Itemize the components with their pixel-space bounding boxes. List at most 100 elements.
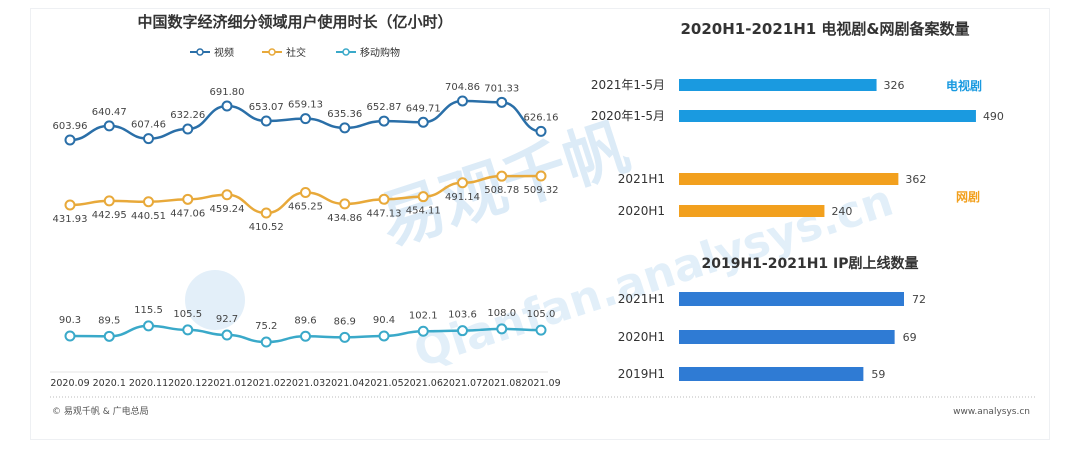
x-tick-label: 2021.02 bbox=[247, 378, 286, 389]
data-point bbox=[143, 133, 154, 145]
x-tick-label: 2021.03 bbox=[286, 378, 325, 389]
group-label-web: 网剧 bbox=[956, 189, 980, 204]
legend-label-0: 视频 bbox=[214, 46, 234, 59]
x-tick-label: 2020.1 bbox=[93, 378, 126, 389]
data-point bbox=[103, 330, 115, 342]
data-point bbox=[417, 116, 429, 128]
data-point bbox=[64, 199, 76, 211]
data-label: 454.11 bbox=[406, 206, 441, 217]
bar-value-label: 69 bbox=[903, 331, 917, 344]
data-label: 659.13 bbox=[288, 100, 323, 111]
data-label: 632.26 bbox=[170, 110, 205, 121]
x-tick-label: 2021.07 bbox=[443, 378, 482, 389]
data-point bbox=[260, 115, 272, 127]
data-point bbox=[221, 100, 233, 112]
data-label: 491.14 bbox=[445, 192, 480, 203]
legend-label-2: 移动购物 bbox=[360, 46, 400, 59]
data-label: 442.95 bbox=[92, 210, 127, 221]
data-point bbox=[339, 122, 351, 134]
data-point bbox=[143, 320, 154, 332]
data-point bbox=[300, 113, 311, 125]
bar-chart-1-title: 2020H1-2021H1 电视剧&网剧备案数量 bbox=[680, 20, 969, 38]
data-label: 640.47 bbox=[92, 107, 127, 118]
data-label: 691.80 bbox=[210, 87, 245, 98]
footer-site: www.analysys.cn bbox=[953, 407, 1030, 417]
data-label: 447.13 bbox=[367, 208, 402, 219]
x-tick-label: 2020.11 bbox=[129, 378, 168, 389]
data-label: 465.25 bbox=[288, 202, 323, 213]
data-label: 649.71 bbox=[406, 103, 441, 114]
legend-label-1: 社交 bbox=[286, 46, 306, 59]
line-chart-title: 中国数字经济细分领域用户使用时长（亿小时） bbox=[137, 13, 452, 31]
data-label: 90.3 bbox=[59, 315, 81, 326]
bar bbox=[679, 79, 877, 91]
data-point bbox=[457, 95, 468, 107]
data-point bbox=[103, 120, 115, 132]
group-label-tv: 电视剧 bbox=[946, 78, 982, 93]
data-point bbox=[64, 330, 76, 342]
data-point bbox=[182, 324, 194, 336]
data-point bbox=[417, 191, 429, 203]
data-point bbox=[143, 196, 154, 208]
data-label: 108.0 bbox=[487, 308, 516, 319]
data-label: 105.5 bbox=[173, 309, 202, 320]
legend-marker-1 bbox=[268, 48, 276, 56]
data-point bbox=[496, 170, 508, 182]
data-label: 431.93 bbox=[53, 214, 88, 225]
bar-category-label: 2021H1 bbox=[618, 172, 665, 186]
chart-card bbox=[30, 8, 1050, 440]
footer-source: © 易观千帆 & 广电总局 bbox=[52, 405, 149, 417]
x-tick-label: 2021.01 bbox=[207, 378, 246, 389]
bar bbox=[679, 330, 895, 344]
data-point bbox=[64, 134, 76, 146]
data-point bbox=[221, 189, 233, 201]
data-label: 607.46 bbox=[131, 120, 166, 131]
data-point bbox=[182, 123, 194, 135]
data-point bbox=[260, 207, 272, 219]
bar bbox=[679, 205, 825, 217]
data-label: 509.32 bbox=[524, 185, 559, 196]
data-label: 701.33 bbox=[484, 83, 519, 94]
bar-category-label: 2020H1 bbox=[618, 204, 665, 218]
data-label: 103.6 bbox=[448, 310, 477, 321]
data-label: 75.2 bbox=[255, 321, 277, 332]
data-label: 89.5 bbox=[98, 315, 120, 326]
x-tick-label: 2021.06 bbox=[404, 378, 443, 389]
bar-category-label: 2021H1 bbox=[618, 292, 665, 306]
data-point bbox=[378, 330, 390, 342]
data-point bbox=[457, 177, 468, 189]
data-label: 434.86 bbox=[327, 213, 362, 224]
bar-value-label: 362 bbox=[905, 173, 926, 186]
bar-chart-2-title: 2019H1-2021H1 IP剧上线数量 bbox=[702, 255, 919, 272]
legend-marker-2 bbox=[342, 48, 350, 56]
bar bbox=[679, 173, 899, 185]
bar bbox=[679, 110, 976, 122]
data-point bbox=[417, 325, 429, 337]
x-tick-label: 2020.12 bbox=[168, 378, 207, 389]
data-point bbox=[221, 329, 233, 341]
data-point bbox=[496, 323, 508, 335]
data-label: 105.0 bbox=[527, 309, 556, 320]
data-point bbox=[535, 125, 547, 137]
data-label: 652.87 bbox=[367, 102, 402, 113]
data-label: 90.4 bbox=[373, 315, 395, 326]
data-point bbox=[496, 96, 508, 108]
data-label: 653.07 bbox=[249, 102, 284, 113]
bar-value-label: 490 bbox=[983, 110, 1004, 123]
data-point bbox=[535, 324, 547, 336]
data-point bbox=[457, 325, 468, 337]
x-tick-label: 2020.09 bbox=[50, 378, 89, 389]
bar-category-label: 2019H1 bbox=[618, 367, 665, 381]
data-point bbox=[339, 198, 351, 210]
x-tick-label: 2021.04 bbox=[325, 378, 364, 389]
bar-category-label: 2021年1-5月 bbox=[591, 78, 665, 92]
bar-category-label: 2020年1-5月 bbox=[591, 109, 665, 123]
data-label: 447.06 bbox=[170, 208, 205, 219]
bar-value-label: 72 bbox=[912, 293, 926, 306]
bar bbox=[679, 292, 904, 306]
data-label: 459.24 bbox=[210, 204, 245, 215]
data-point bbox=[260, 336, 272, 348]
x-tick-label: 2021.05 bbox=[364, 378, 403, 389]
